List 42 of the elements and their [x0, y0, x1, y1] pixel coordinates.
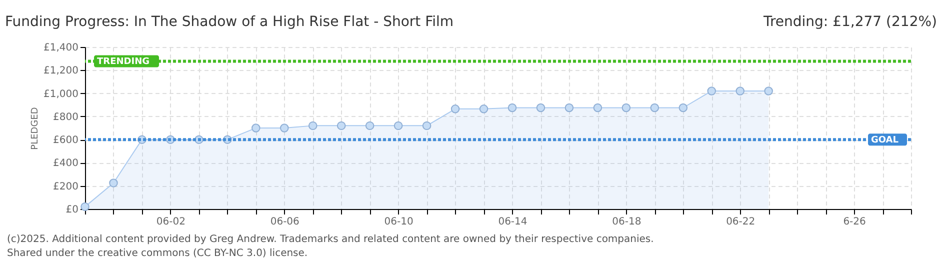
x-tick-label: 06-14 [498, 216, 528, 228]
point [707, 86, 716, 96]
y-tick-label: £200 [53, 181, 78, 192]
ref-line-label: GOAL [871, 136, 899, 146]
point [252, 124, 260, 132]
point [422, 121, 432, 130]
point [764, 86, 773, 96]
point [650, 103, 660, 112]
point [564, 103, 574, 112]
y-tick-label: £800 [53, 112, 78, 123]
point [593, 103, 602, 112]
point [365, 121, 374, 130]
text: Shared under the creative commons (CC BY-NC 3.0) license. [7, 248, 308, 259]
x-tick-label: 06-02 [156, 216, 186, 228]
point [336, 121, 346, 130]
point [394, 121, 403, 130]
chart-subtitle: Trending: £1,277 (212%) [762, 14, 937, 30]
point [678, 103, 688, 112]
x-tick-label: 06-06 [270, 216, 300, 228]
point [308, 121, 318, 130]
point [450, 104, 460, 114]
point [280, 124, 289, 132]
text: (c)2025. Additional content provided by Greg Andrew. Trademarks and related content are owned by their respective companies. [7, 234, 654, 245]
y-tick-label: £1,000 [44, 88, 78, 100]
ref-line-label: TRENDING [97, 57, 150, 68]
point [622, 103, 631, 112]
y-tick-label: £1,400 [44, 42, 78, 54]
y-tick-label: £0 [66, 204, 78, 216]
y-tick-label: £400 [53, 158, 78, 170]
y-axis-title: PLEDGED [30, 107, 41, 150]
x-tick-label: 6-26 [843, 216, 866, 228]
y-tick-label: £1,200 [44, 66, 78, 77]
point [536, 103, 546, 112]
chart-title: Funding Progress: In The Shadow of a High Rise Flat - Short Film [5, 14, 454, 30]
point [479, 104, 488, 114]
x-tick-label: 06-22 [726, 216, 756, 228]
point [109, 178, 118, 188]
x-tick-label: 06-18 [612, 216, 642, 228]
point [736, 86, 744, 96]
y-tick-label: £600 [53, 135, 78, 146]
x-tick-label: 06-10 [384, 216, 414, 228]
point [508, 103, 517, 112]
